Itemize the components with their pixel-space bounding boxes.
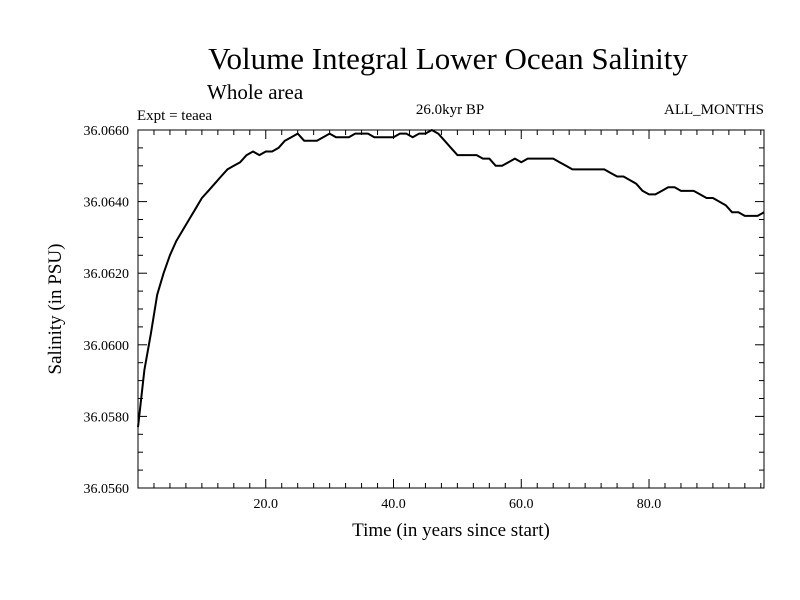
y-tick-label: 36.0600 [84,339,130,354]
months-label: ALL_MONTHS [664,102,764,118]
series-line [137,129,765,428]
x-tick-label: 40.0 [381,497,406,512]
x-tick-label: 80.0 [637,497,662,512]
x-tick-labels: 20.0 40.0 60.0 80.0 [254,497,662,512]
y-axis-label: Salinity (in PSU) [45,244,66,375]
axis-ticks [138,130,764,488]
y-tick-label: 36.0620 [84,267,130,282]
plot-frame [137,129,765,489]
x-tick-label: 20.0 [254,497,279,512]
x-axis-label: Time (in years since start) [352,520,550,541]
chart-title: Volume Integral Lower Ocean Salinity [208,41,688,76]
y-tick-label: 36.0640 [84,196,130,211]
y-tick-label: 36.0560 [84,482,130,497]
x-tick-label: 60.0 [509,497,534,512]
chart-subtitle: Whole area [207,80,304,104]
y-tick-label: 36.0660 [84,124,130,139]
y-tick-labels: 36.0560 36.0580 36.0600 36.0620 36.0640 36.06… [84,124,130,497]
period-label: 26.0kyr BP [416,102,484,118]
y-tick-label: 36.0580 [84,410,130,425]
expt-label: Expt = teaea [137,108,212,124]
